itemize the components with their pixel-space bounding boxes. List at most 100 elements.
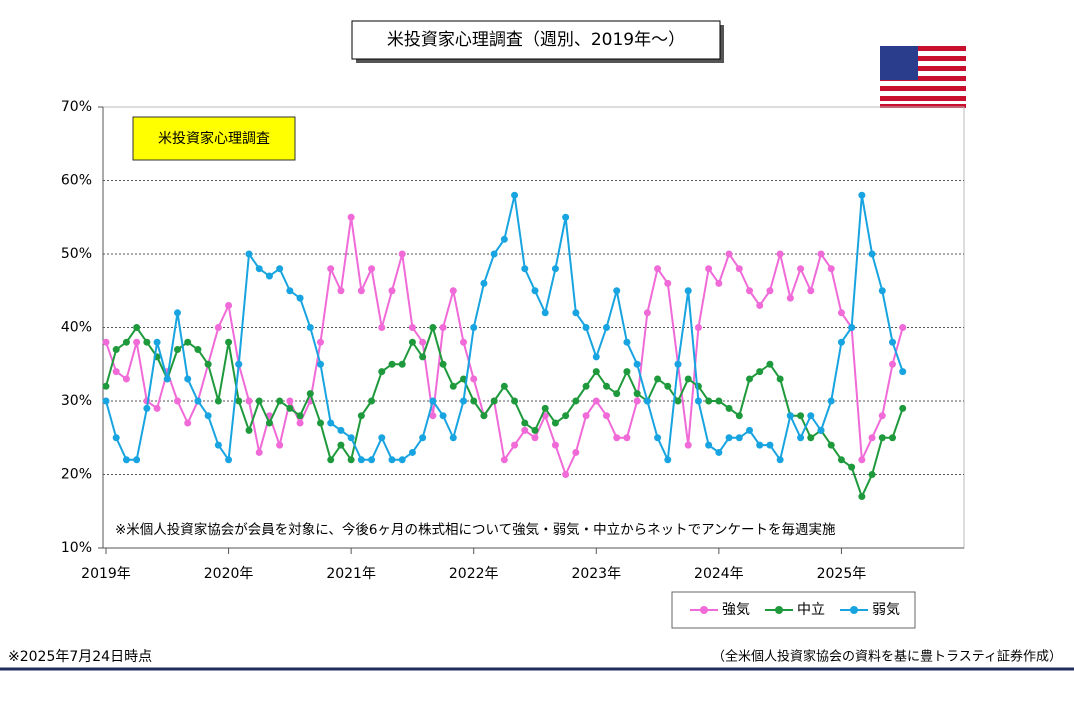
- point: [235, 360, 243, 368]
- point: [664, 382, 672, 390]
- point: [511, 397, 519, 405]
- point: [766, 287, 774, 295]
- point: [756, 368, 764, 376]
- point: [429, 324, 437, 331]
- point: [265, 272, 273, 280]
- point: [633, 397, 641, 405]
- point: [827, 265, 835, 273]
- footnote: ※2025年7月24日時点: [8, 649, 152, 665]
- point: [531, 426, 539, 434]
- point: [643, 397, 651, 405]
- point: [602, 324, 610, 331]
- point: [153, 338, 161, 346]
- point: [449, 434, 457, 442]
- point: [214, 397, 222, 405]
- point: [797, 412, 805, 420]
- point: [378, 368, 386, 376]
- point: [368, 265, 376, 273]
- point: [705, 441, 713, 449]
- point: [817, 426, 825, 434]
- point: [776, 375, 784, 383]
- point: [715, 279, 723, 287]
- point: [204, 412, 212, 420]
- point: [725, 250, 733, 258]
- point: [337, 441, 345, 449]
- point: [255, 448, 263, 456]
- point: [245, 250, 253, 258]
- point: [582, 412, 590, 420]
- point: [419, 338, 427, 346]
- point: [163, 375, 171, 383]
- point: [735, 434, 743, 442]
- y-tick-label: 30%: [61, 393, 92, 409]
- point: [746, 375, 753, 383]
- point: [102, 382, 110, 390]
- point: [837, 309, 845, 317]
- point: [889, 338, 897, 346]
- point: [449, 382, 457, 390]
- point: [490, 397, 498, 405]
- x-tick-label: 2023年: [571, 566, 621, 582]
- point: [572, 397, 580, 405]
- point: [460, 375, 468, 383]
- point: [858, 493, 866, 501]
- annotation: 米投資家心理調査: [158, 130, 270, 147]
- point: [245, 426, 253, 434]
- point: [827, 397, 835, 405]
- point: [756, 441, 764, 449]
- point: [684, 287, 692, 295]
- point: [531, 287, 539, 295]
- point: [889, 434, 897, 442]
- point: [674, 360, 682, 368]
- point: [133, 324, 141, 331]
- point: [337, 426, 345, 434]
- point: [654, 434, 662, 442]
- series-line: [105, 217, 904, 478]
- y-tick-label: 50%: [61, 246, 92, 262]
- point: [848, 463, 856, 471]
- point: [633, 360, 641, 368]
- point: [357, 456, 365, 464]
- x-tick-label: 2021年: [326, 566, 376, 582]
- point: [490, 250, 498, 258]
- point: [276, 441, 284, 449]
- y-tick-label: 20%: [61, 467, 92, 483]
- point: [296, 294, 304, 302]
- point: [613, 390, 621, 398]
- point: [122, 338, 130, 346]
- point: [153, 404, 161, 412]
- point: [562, 213, 570, 221]
- point: [602, 412, 610, 420]
- point: [562, 471, 570, 478]
- point: [194, 346, 202, 354]
- point: [327, 456, 335, 464]
- point: [347, 456, 355, 464]
- point: [786, 294, 794, 302]
- point: [878, 412, 886, 420]
- point: [408, 324, 416, 331]
- point: [327, 419, 335, 427]
- point: [837, 456, 845, 464]
- y-tick-label: 40%: [61, 320, 92, 336]
- point: [776, 456, 784, 464]
- point: [388, 360, 396, 368]
- point: [899, 404, 907, 412]
- point: [837, 338, 845, 346]
- point: [654, 375, 662, 383]
- point: [827, 441, 835, 449]
- point: [613, 287, 621, 295]
- point: [623, 338, 631, 346]
- point: [398, 456, 406, 464]
- point: [265, 419, 273, 427]
- legend-marker: [700, 606, 708, 614]
- point: [398, 250, 406, 258]
- point: [756, 301, 764, 309]
- point: [562, 412, 570, 420]
- point: [122, 375, 130, 383]
- point: [592, 397, 600, 405]
- point: [429, 397, 437, 405]
- point: [725, 404, 733, 412]
- point: [551, 265, 559, 273]
- point: [112, 434, 120, 442]
